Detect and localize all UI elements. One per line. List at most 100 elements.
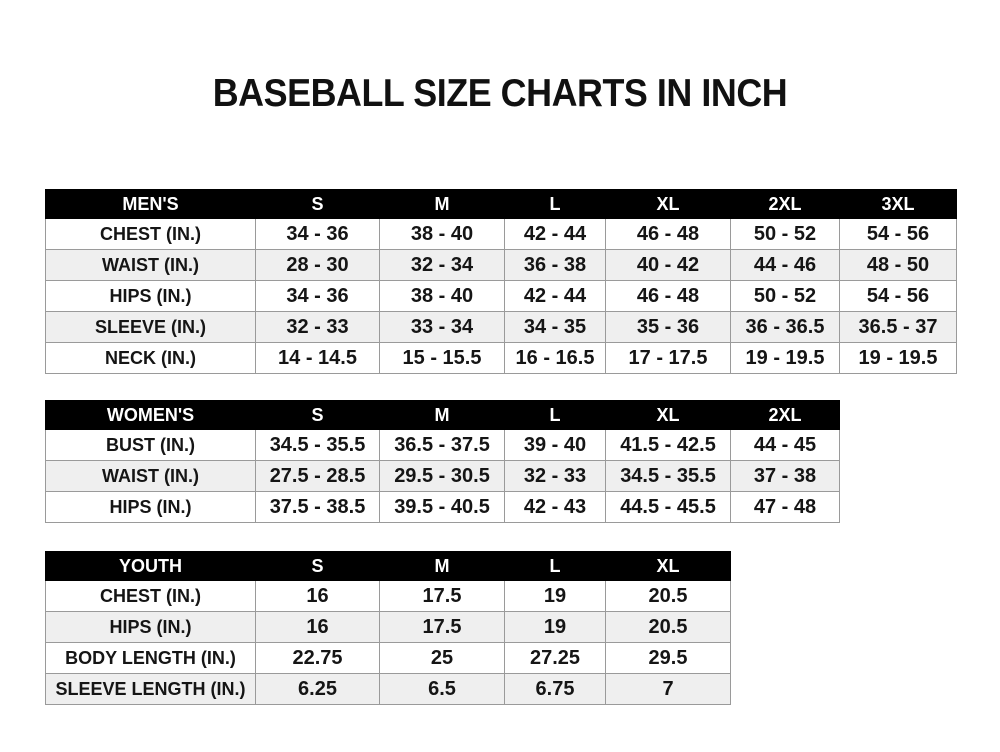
table-row: HIPS (IN.) 37.5 - 38.5 39.5 - 40.5 42 - 43 4… xyxy=(45,491,840,523)
size-value: 34.5 - 35.5 xyxy=(255,429,380,461)
size-value: 40 - 42 xyxy=(605,249,731,281)
size-value: 50 - 52 xyxy=(730,280,840,312)
size-value: 25 xyxy=(379,642,505,674)
size-value: 16 xyxy=(255,611,380,643)
size-value: 6.5 xyxy=(379,673,505,705)
size-value: 42 - 43 xyxy=(504,491,606,523)
measurement-label: BUST (IN.) xyxy=(45,429,256,461)
size-value: 47 - 48 xyxy=(730,491,840,523)
size-value: 54 - 56 xyxy=(839,280,957,312)
size-value: 36 - 38 xyxy=(504,249,606,281)
size-value: 20.5 xyxy=(605,611,731,643)
size-value: 17.5 xyxy=(379,580,505,612)
size-value: 34 - 35 xyxy=(504,311,606,343)
measurement-label: HIPS (IN.) xyxy=(45,611,256,643)
size-value: 32 - 33 xyxy=(255,311,380,343)
measurement-label: NECK (IN.) xyxy=(45,342,256,374)
size-header: M xyxy=(379,551,505,581)
table-row: CHEST (IN.) 16 17.5 19 20.5 xyxy=(45,580,731,612)
size-header: S xyxy=(255,400,380,430)
size-value: 44.5 - 45.5 xyxy=(605,491,731,523)
size-value: 32 - 34 xyxy=(379,249,505,281)
size-header: L xyxy=(504,400,606,430)
size-header: L xyxy=(504,189,606,219)
measurement-label: CHEST (IN.) xyxy=(45,218,256,250)
youth-size-table: YOUTH S M L XL CHEST (IN.) 16 17.5 19 20.5 HIPS (I… xyxy=(45,551,731,705)
size-value: 34.5 - 35.5 xyxy=(605,460,731,492)
size-value: 46 - 48 xyxy=(605,280,731,312)
size-header: M xyxy=(379,400,505,430)
size-value: 54 - 56 xyxy=(839,218,957,250)
size-value: 29.5 xyxy=(605,642,731,674)
size-header: XL xyxy=(605,400,731,430)
size-value: 19 - 19.5 xyxy=(839,342,957,374)
table-row: WAIST (IN.) 28 - 30 32 - 34 36 - 38 40 - 42 4… xyxy=(45,249,957,281)
table-row: NECK (IN.) 14 - 14.5 15 - 15.5 16 - 16.5 17 … xyxy=(45,342,957,374)
mens-size-table: MEN'S S M L XL 2XL 3XL CHEST (IN.) 34 - 36 38 - 4… xyxy=(45,189,957,374)
size-value: 39.5 - 40.5 xyxy=(379,491,505,523)
size-header: S xyxy=(255,189,380,219)
size-value: 28 - 30 xyxy=(255,249,380,281)
size-value: 46 - 48 xyxy=(605,218,731,250)
size-value: 19 xyxy=(504,580,606,612)
size-header: XL xyxy=(605,189,731,219)
size-value: 20.5 xyxy=(605,580,731,612)
size-value: 38 - 40 xyxy=(379,280,505,312)
womens-size-table: WOMEN'S S M L XL 2XL BUST (IN.) 34.5 - 35.5 36.5… xyxy=(45,400,840,523)
size-value: 36.5 - 37.5 xyxy=(379,429,505,461)
size-value: 35 - 36 xyxy=(605,311,731,343)
table-row: WAIST (IN.) 27.5 - 28.5 29.5 - 30.5 32 - 33… xyxy=(45,460,840,492)
size-header: 3XL xyxy=(839,189,957,219)
size-value: 7 xyxy=(605,673,731,705)
size-value: 22.75 xyxy=(255,642,380,674)
header-row: WOMEN'S S M L XL 2XL xyxy=(45,400,840,430)
size-header: M xyxy=(379,189,505,219)
size-value: 16 xyxy=(255,580,380,612)
size-value: 36 - 36.5 xyxy=(730,311,840,343)
table-row: CHEST (IN.) 34 - 36 38 - 40 42 - 44 46 - 48 5… xyxy=(45,218,957,250)
size-value: 42 - 44 xyxy=(504,280,606,312)
table-row: HIPS (IN.) 16 17.5 19 20.5 xyxy=(45,611,731,643)
size-value: 41.5 - 42.5 xyxy=(605,429,731,461)
table-title: WOMEN'S xyxy=(45,400,256,430)
size-value: 15 - 15.5 xyxy=(379,342,505,374)
size-value: 27.5 - 28.5 xyxy=(255,460,380,492)
size-value: 17.5 xyxy=(379,611,505,643)
page-title: BASEBALL SIZE CHARTS IN INCH xyxy=(212,72,788,115)
measurement-label: CHEST (IN.) xyxy=(45,580,256,612)
size-value: 27.25 xyxy=(504,642,606,674)
table-row: SLEEVE LENGTH (IN.) 6.25 6.5 6.75 7 xyxy=(45,673,731,705)
table-title: MEN'S xyxy=(45,189,256,219)
header-row: YOUTH S M L XL xyxy=(45,551,731,581)
measurement-label: BODY LENGTH (IN.) xyxy=(45,642,256,674)
size-header: XL xyxy=(605,551,731,581)
size-value: 48 - 50 xyxy=(839,249,957,281)
measurement-label: HIPS (IN.) xyxy=(45,491,256,523)
size-header: 2XL xyxy=(730,189,840,219)
size-value: 34 - 36 xyxy=(255,280,380,312)
header-row: MEN'S S M L XL 2XL 3XL xyxy=(45,189,957,219)
measurement-label: HIPS (IN.) xyxy=(45,280,256,312)
measurement-label: WAIST (IN.) xyxy=(45,249,256,281)
size-value: 33 - 34 xyxy=(379,311,505,343)
size-value: 50 - 52 xyxy=(730,218,840,250)
size-value: 44 - 45 xyxy=(730,429,840,461)
size-value: 17 - 17.5 xyxy=(605,342,731,374)
size-value: 37.5 - 38.5 xyxy=(255,491,380,523)
size-value: 38 - 40 xyxy=(379,218,505,250)
table-title: YOUTH xyxy=(45,551,256,581)
size-value: 37 - 38 xyxy=(730,460,840,492)
measurement-label: SLEEVE LENGTH (IN.) xyxy=(45,673,256,705)
size-header: L xyxy=(504,551,606,581)
size-value: 19 - 19.5 xyxy=(730,342,840,374)
size-header: S xyxy=(255,551,380,581)
size-value: 36.5 - 37 xyxy=(839,311,957,343)
table-row: BODY LENGTH (IN.) 22.75 25 27.25 29.5 xyxy=(45,642,731,674)
table-row: SLEEVE (IN.) 32 - 33 33 - 34 34 - 35 35 - 36… xyxy=(45,311,957,343)
table-row: HIPS (IN.) 34 - 36 38 - 40 42 - 44 46 - 48 50… xyxy=(45,280,957,312)
size-value: 34 - 36 xyxy=(255,218,380,250)
table-row: BUST (IN.) 34.5 - 35.5 36.5 - 37.5 39 - 40 4… xyxy=(45,429,840,461)
size-value: 32 - 33 xyxy=(504,460,606,492)
measurement-label: WAIST (IN.) xyxy=(45,460,256,492)
size-header: 2XL xyxy=(730,400,840,430)
